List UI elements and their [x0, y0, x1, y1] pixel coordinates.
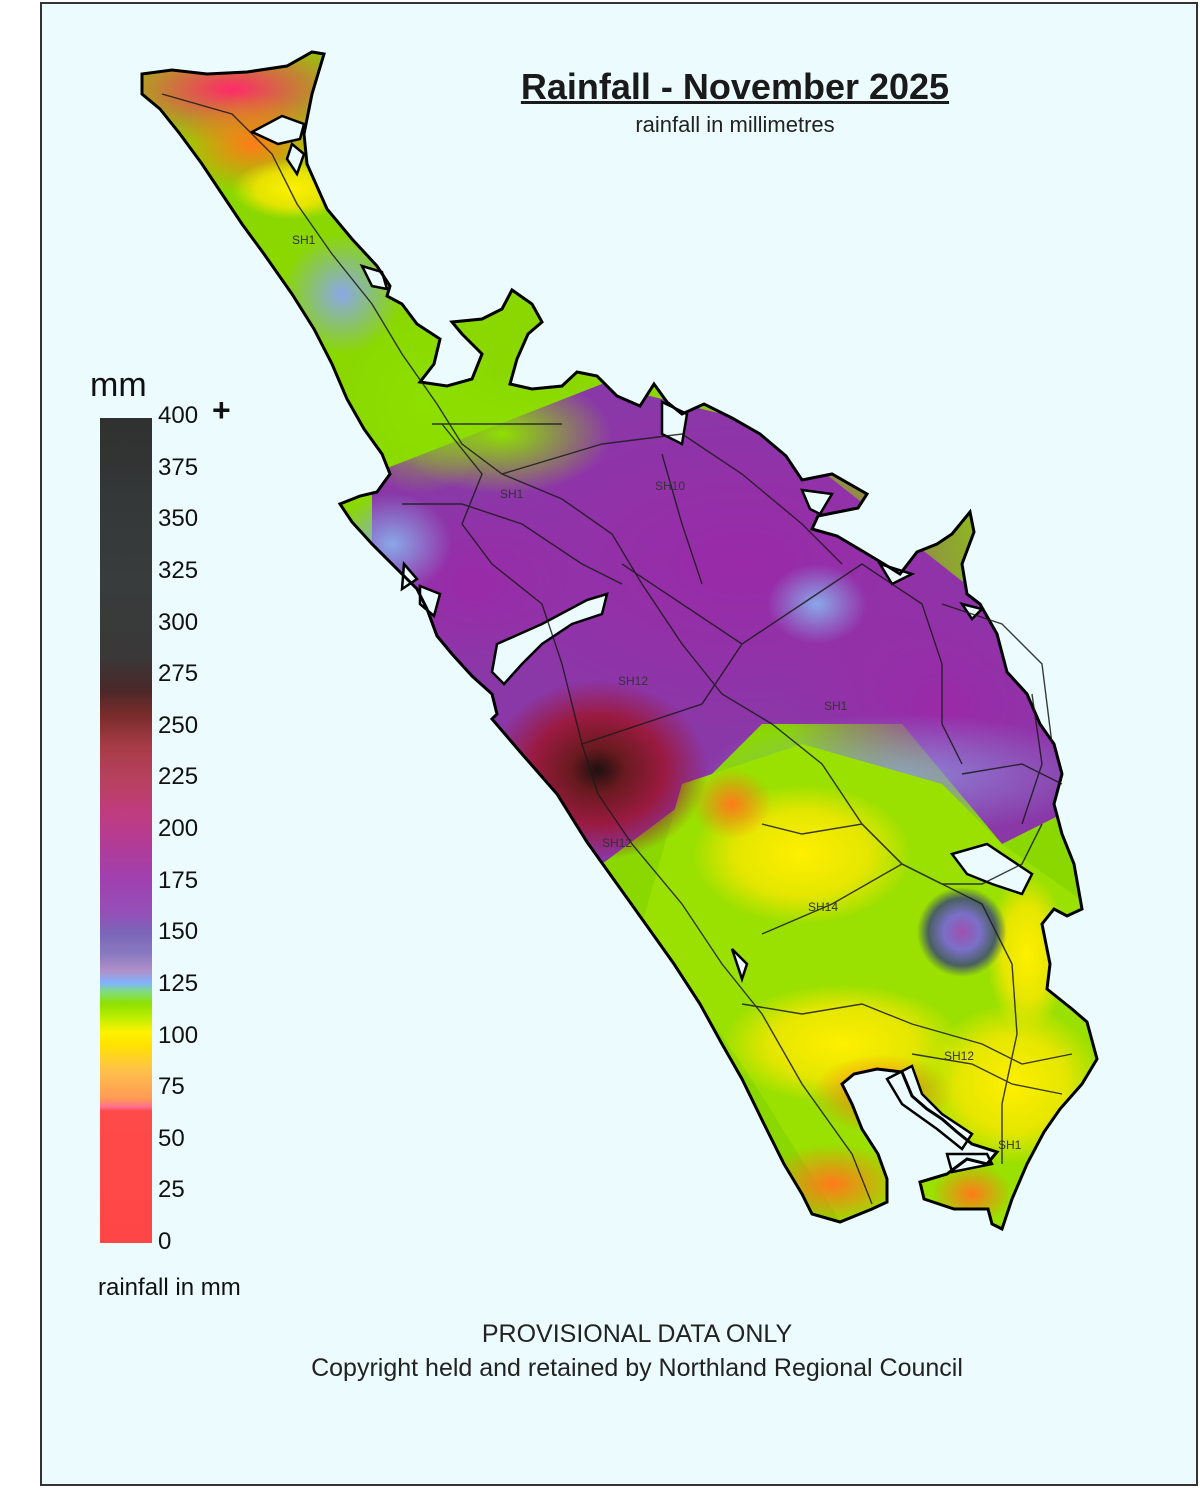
legend-tick-label: 0	[158, 1228, 172, 1255]
legend-tick-label: 325	[158, 556, 199, 584]
legend-tick-label: 50	[158, 1124, 185, 1152]
road-labels: SH1 SH1 SH10 SH12 SH1 SH12 SH14 SH12 SH1	[292, 233, 1022, 1152]
legend-tick-label: 375	[158, 453, 199, 481]
legend-color-bar	[100, 418, 152, 1243]
legend-tick-label: 150	[158, 918, 199, 946]
legend-unit: mm	[90, 366, 147, 404]
road-label-sh10: SH10	[655, 479, 685, 493]
legend-tick-label: 300	[158, 608, 199, 636]
road-label-sh1-mid: SH1	[500, 487, 524, 501]
road-label-sh12-south: SH12	[944, 1049, 974, 1063]
legend-tick-label: 100	[158, 1021, 199, 1049]
provisional-notice: PROVISIONAL DATA ONLY	[481, 1320, 793, 1348]
legend-tick-label: 275	[158, 660, 199, 688]
map-title: Rainfall - November 2025	[520, 66, 950, 107]
road-network	[161, 93, 1073, 1205]
rainfall-surface	[142, 52, 1097, 1229]
road-label-sh1-east: SH1	[824, 699, 848, 713]
legend-tick-label: 400	[158, 402, 199, 429]
legend-tick-label: 25	[158, 1176, 185, 1204]
copyright-notice: Copyright held and retained by Northland…	[311, 1354, 963, 1382]
road-label-sh12-north: SH12	[618, 674, 648, 688]
map-subtitle: rainfall in millimetres	[635, 112, 835, 137]
legend-tick-label: 125	[158, 969, 199, 997]
legend-plus-sign: +	[212, 392, 231, 428]
map-frame: SH1 SH1 SH10 SH12 SH1 SH12 SH14 SH12 SH1…	[40, 2, 1198, 1486]
rainfall-map: SH1 SH1 SH10 SH12 SH1 SH12 SH14 SH12 SH1	[140, 50, 1099, 1231]
legend-tick-label: 175	[158, 866, 199, 894]
legend-tick-label: 350	[158, 505, 199, 533]
road-label-sh12-west: SH12	[602, 836, 632, 850]
road-label-sh1-north: SH1	[292, 233, 316, 247]
legend-caption: rainfall in mm	[98, 1274, 241, 1301]
legend-tick-label: 75	[158, 1073, 185, 1101]
road-label-sh1-south: SH1	[998, 1138, 1022, 1152]
legend-tick-label: 250	[158, 711, 199, 739]
legend-tick-label: 225	[158, 763, 199, 791]
road-label-sh14: SH14	[808, 900, 838, 914]
legend-tick-label: 200	[158, 815, 199, 842]
